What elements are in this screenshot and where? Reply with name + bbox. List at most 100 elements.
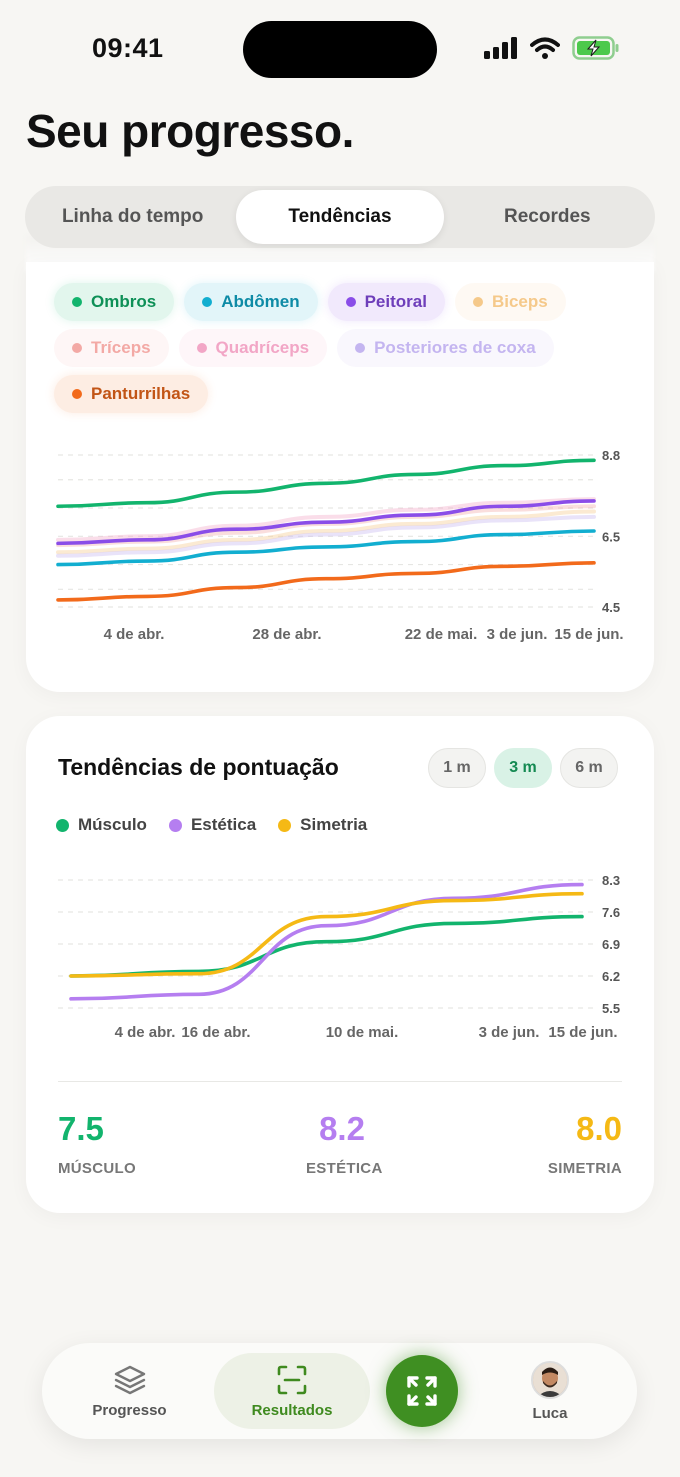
nav-progress[interactable]: Progresso: [72, 1353, 187, 1429]
range-1m-button[interactable]: 1 m: [428, 748, 486, 788]
nav-progress-label: Progresso: [92, 1401, 167, 1419]
chip-dot: [355, 343, 366, 353]
range-selector: 1 m 3 m 6 m: [428, 748, 618, 788]
battery-charging-icon: [572, 36, 619, 60]
status-bar: 09:41: [0, 0, 680, 100]
chip-label: Posteriores de coxa: [374, 338, 536, 357]
avatar: [531, 1360, 569, 1399]
y-tick-label: 4.5: [602, 600, 620, 615]
scan-button[interactable]: [386, 1355, 458, 1427]
x-tick-label: 3 de jun.: [479, 1024, 540, 1041]
series-line-ombros: [56, 458, 596, 509]
y-tick-label: 6.5: [602, 529, 620, 544]
scan-frame-icon: [277, 1365, 307, 1394]
chip-label: Panturrilhas: [91, 384, 191, 403]
muscle-trends-chart: 8.8 6.5 4.5 4 de abr. 28 de abr. 22 de mai. 3 …: [56, 448, 624, 643]
signal-icon: [484, 37, 517, 59]
range-3m-button[interactable]: 3 m: [494, 748, 552, 788]
score-value: 7.5: [58, 1110, 104, 1147]
score-trends-chart: 8.3 7.6 6.9 6.2 5.5 4 de abr. 16 de abr. 10 de …: [58, 873, 620, 1041]
legend-item-symmetry: Simetria: [278, 815, 367, 835]
legend-item-muscle: Músculo: [56, 815, 147, 835]
x-tick-label: 15 de jun.: [554, 626, 623, 643]
nav-results[interactable]: Resultados: [214, 1353, 370, 1429]
status-time: 09:41: [92, 33, 164, 63]
series-line-músculo: [69, 914, 584, 978]
score-legend: Músculo Estética Simetria: [56, 815, 367, 835]
legend-label: Músculo: [78, 815, 147, 834]
avatar-face-icon: [533, 1362, 567, 1397]
chip-dot: [72, 343, 82, 353]
score-aesthetics: 8.2 ESTÉTICA: [306, 1110, 383, 1177]
series-line-simetria: [69, 891, 584, 978]
legend-dot-symmetry: [278, 818, 292, 832]
chip-dot: [345, 297, 356, 307]
score-symmetry: 8.0 SIMETRIA: [548, 1110, 622, 1177]
nav-profile-label: Luca: [532, 1404, 568, 1422]
muscle-chip[interactable]: Posteriores de coxa: [337, 329, 554, 367]
score-trends-title: Tendências de pontuação: [58, 754, 339, 780]
x-tick-label: 15 de jun.: [548, 1024, 617, 1041]
tab-trends[interactable]: Tendências: [236, 190, 444, 244]
x-tick-label: 3 de jun.: [487, 626, 548, 643]
chip-label: Biceps: [491, 292, 548, 311]
legend-dot-aesthetics: [168, 818, 182, 832]
range-6m-button[interactable]: 6 m: [560, 748, 618, 788]
layers-icon: [114, 1365, 145, 1394]
dynamic-island: [243, 21, 437, 78]
score-muscle: 7.5 MÚSCULO: [58, 1110, 136, 1177]
expand-icon: [407, 1376, 437, 1406]
score-label: ESTÉTICA: [306, 1160, 383, 1177]
x-tick-label: 10 de mai.: [326, 1024, 399, 1041]
series-line-posteriores-de-coxa: [56, 514, 596, 558]
legend-dot-muscle: [56, 818, 69, 832]
muscle-chip[interactable]: Panturrilhas: [54, 375, 209, 413]
score-value: 8.0: [576, 1110, 622, 1147]
muscle-chip[interactable]: Tríceps: [54, 329, 169, 367]
chip-label: Tríceps: [91, 338, 151, 357]
y-tick-label: 6.9: [602, 937, 620, 952]
status-icons: [484, 36, 620, 60]
chip-dot: [72, 389, 82, 399]
view-segmented-control: Linha do tempo Tendências Recordes: [25, 186, 655, 248]
nav-profile[interactable]: Luca: [500, 1353, 600, 1429]
y-tick-label: 8.3: [602, 873, 620, 888]
series-line-peitoral: [56, 499, 596, 546]
score-value: 8.2: [319, 1110, 365, 1147]
legend-label: Estética: [190, 815, 257, 834]
x-tick-label: 4 de abr.: [104, 626, 165, 643]
chip-label: Ombros: [91, 292, 157, 311]
legend-item-aesthetics: Estética: [168, 815, 257, 835]
y-tick-label: 6.2: [602, 969, 620, 984]
chip-label: Abdômen: [221, 292, 300, 311]
score-label: SIMETRIA: [547, 1160, 622, 1177]
series-line-biceps: [56, 509, 596, 555]
series-line-panturrilhas: [56, 561, 596, 602]
y-tick-label: 8.8: [602, 448, 620, 463]
muscle-chip[interactable]: Biceps: [454, 283, 566, 321]
page-title: Seu progresso.: [26, 105, 354, 157]
divider: [58, 1081, 622, 1082]
x-tick-label: 28 de abr.: [252, 626, 321, 643]
score-label: MÚSCULO: [58, 1160, 136, 1177]
wifi-icon: [530, 37, 560, 59]
muscle-filter-chips: Ombros Abdômen Peitoral Biceps Tríceps Quadrí…: [54, 283, 634, 413]
nav-results-label: Resultados: [251, 1401, 333, 1419]
series-line-estética: [69, 882, 584, 1001]
tab-timeline[interactable]: Linha do tempo: [61, 206, 204, 227]
muscle-chip[interactable]: Abdômen: [184, 283, 318, 321]
chip-dot: [472, 297, 483, 307]
muscle-chip[interactable]: Peitoral: [327, 283, 445, 321]
x-tick-label: 16 de abr.: [181, 1024, 250, 1041]
tab-records[interactable]: Recordes: [504, 206, 591, 227]
y-tick-label: 7.6: [602, 905, 620, 920]
chip-dot: [202, 297, 213, 307]
muscle-chip[interactable]: Ombros: [54, 283, 175, 321]
chip-label: Quadríceps: [215, 338, 310, 357]
x-tick-label: 4 de abr.: [115, 1024, 176, 1041]
muscle-trends-card: [26, 262, 654, 692]
chip-dot: [72, 297, 82, 307]
series-line-abdômen: [56, 529, 596, 567]
muscle-chip[interactable]: Quadríceps: [178, 329, 328, 367]
score-trends-card: [26, 716, 654, 1213]
